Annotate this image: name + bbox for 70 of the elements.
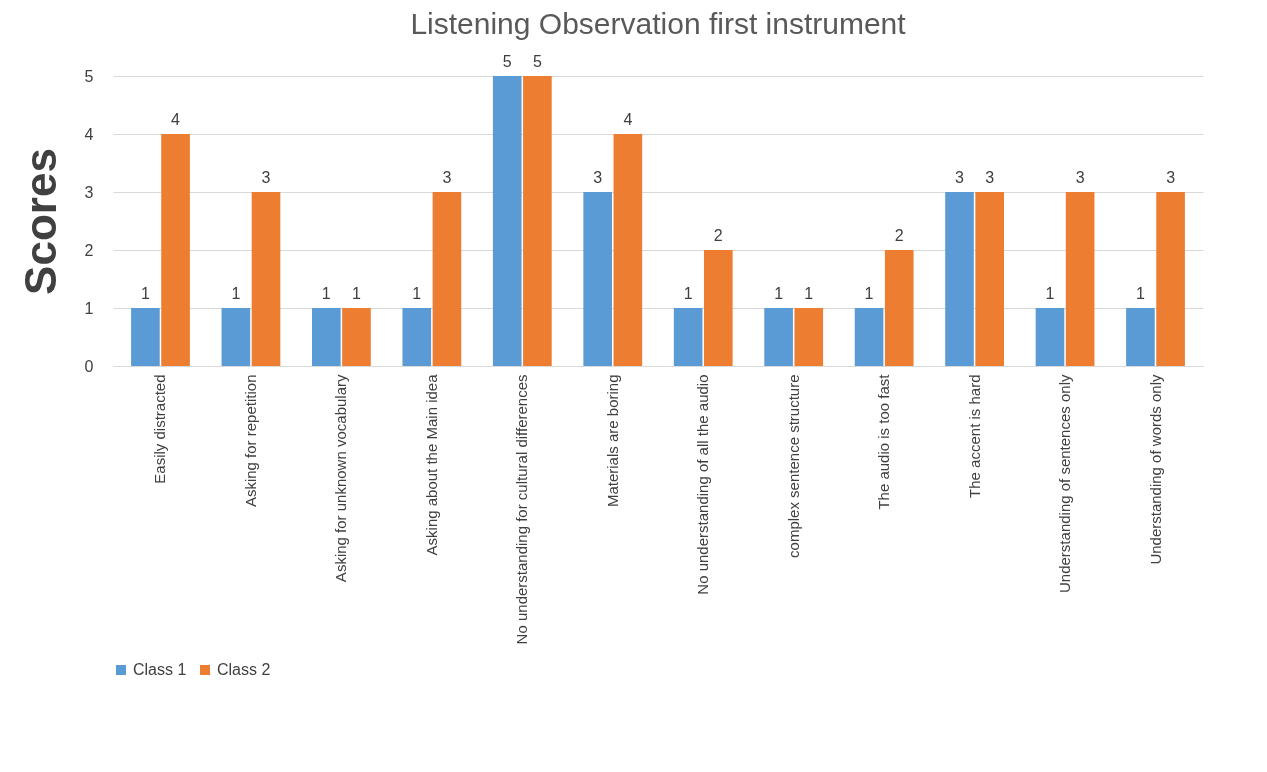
bar [342,308,371,366]
chart-title: Listening Observation first instrument [410,7,907,40]
bar [1126,308,1155,366]
bar [854,308,884,366]
data-label: 1 [140,285,150,302]
bar [161,134,190,366]
bar [492,76,522,366]
x-tick-label: No understanding of all the audio [694,374,712,595]
data-label: 2 [713,227,723,244]
data-label: 1 [1135,285,1145,302]
data-label: 5 [502,53,512,70]
bar [673,308,703,366]
x-tick-label: The audio is too fast [875,373,893,510]
data-label: 3 [985,169,995,186]
legend-label: Class 2 [217,661,271,678]
data-label: 1 [321,285,331,302]
x-tick-label: Asking about the Main idea [422,373,440,556]
x-tick-label: Understanding of sentences only [1056,374,1074,593]
data-label: 1 [412,285,422,302]
data-label: 1 [804,285,814,302]
data-label: 1 [683,285,693,302]
x-tick-label: The accent is hard [965,374,983,498]
y-tick-label: 3 [84,183,94,201]
y-tick-label: 5 [84,67,94,85]
y-tick-label: 4 [84,125,94,143]
y-axis-title: Scores [15,148,65,295]
data-label: 1 [352,285,362,302]
bar [312,308,341,366]
data-label: 3 [955,169,965,186]
x-tick-label: complex sentence structure [784,374,802,558]
y-tick-label: 1 [84,299,94,317]
data-label: 1 [231,285,241,302]
data-label: 2 [894,227,904,244]
bar [1156,192,1185,366]
bar [1065,192,1095,366]
bar [975,192,1004,366]
bar [884,250,914,366]
bar [402,308,432,366]
y-tick-label: 2 [84,241,94,259]
data-label: 3 [442,169,452,186]
x-tick-label: No understanding for cultural differences [513,374,531,645]
bar [251,192,281,366]
bar [523,76,552,366]
bar [613,134,643,366]
data-label: 1 [774,285,784,302]
legend-label: Class 1 [133,661,187,678]
x-tick-label: Asking for unknown vocabulary [332,374,350,583]
bar [432,192,462,366]
bar [221,308,251,366]
x-tick-label: Materials are boring [603,374,621,508]
bar [583,192,613,366]
bar [131,308,160,366]
x-tick-label: Understanding of words only [1146,374,1164,565]
data-label: 1 [864,285,874,302]
bar [764,308,793,366]
data-label: 3 [1075,169,1085,186]
bar [703,250,733,366]
data-label: 4 [171,111,181,128]
data-label: 5 [532,53,542,70]
data-label: 3 [593,169,603,186]
bar [945,192,974,366]
data-label: 1 [1045,285,1055,302]
x-tick-label: Easily distracted [151,374,169,484]
data-label: 3 [1166,169,1176,186]
x-tick-label: Asking for repetition [241,374,259,508]
bar [794,308,824,366]
data-label: 3 [261,169,271,186]
bar [1035,308,1065,366]
y-tick-label: 0 [84,357,94,375]
data-label: 4 [623,111,633,128]
